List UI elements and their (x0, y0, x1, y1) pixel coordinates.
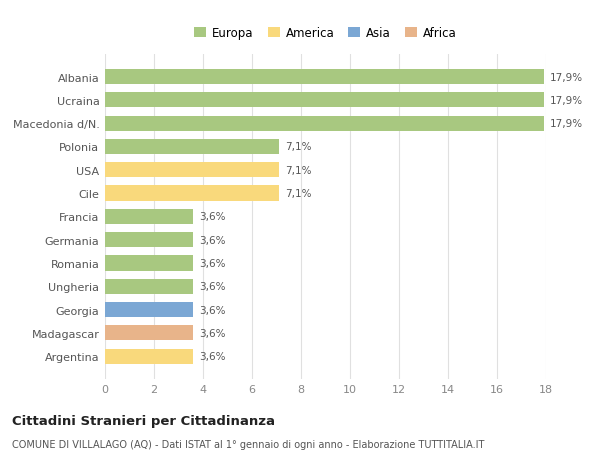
Text: Cittadini Stranieri per Cittadinanza: Cittadini Stranieri per Cittadinanza (12, 414, 275, 428)
Text: 3,6%: 3,6% (199, 305, 226, 315)
Bar (105, 256, 193, 271)
Bar (105, 279, 193, 294)
Bar (105, 349, 193, 364)
Text: 17,9%: 17,9% (550, 73, 583, 82)
Text: 7,1%: 7,1% (285, 189, 311, 199)
Bar (105, 209, 193, 224)
Text: 7,1%: 7,1% (285, 142, 311, 152)
Text: COMUNE DI VILLALAGO (AQ) - Dati ISTAT al 1° gennaio di ogni anno - Elaborazione : COMUNE DI VILLALAGO (AQ) - Dati ISTAT al… (12, 440, 484, 449)
Bar (105, 163, 279, 178)
Text: 3,6%: 3,6% (199, 258, 226, 269)
Text: 3,6%: 3,6% (199, 212, 226, 222)
Bar (105, 116, 544, 131)
Text: 3,6%: 3,6% (199, 282, 226, 291)
Bar (105, 302, 193, 318)
Bar (105, 70, 544, 85)
Bar (105, 325, 193, 341)
Text: 3,6%: 3,6% (199, 352, 226, 361)
Text: 17,9%: 17,9% (550, 95, 583, 106)
Bar (105, 140, 279, 155)
Text: 7,1%: 7,1% (285, 165, 311, 175)
Bar (105, 186, 279, 201)
Text: 3,6%: 3,6% (199, 328, 226, 338)
Bar (105, 93, 544, 108)
Text: 17,9%: 17,9% (550, 119, 583, 129)
Text: 3,6%: 3,6% (199, 235, 226, 245)
Bar (105, 233, 193, 248)
Legend: Europa, America, Asia, Africa: Europa, America, Asia, Africa (190, 22, 461, 45)
